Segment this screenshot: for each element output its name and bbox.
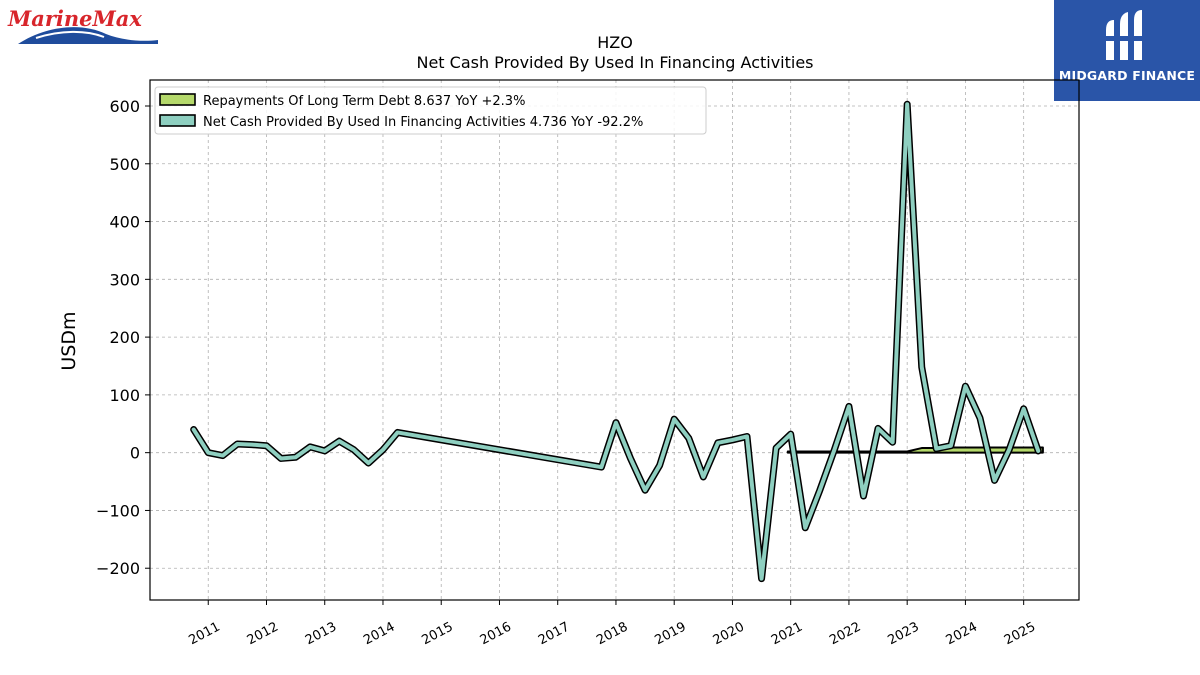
- x-tick-label: 2012: [245, 620, 281, 649]
- legend-entry-net-cash: Net Cash Provided By Used In Financing A…: [203, 115, 643, 130]
- midgard-emblem-icon: [1104, 10, 1146, 60]
- y-axis-label: USDm: [58, 311, 80, 370]
- legend-entry-repayments: Repayments Of Long Term Debt 8.637 YoY +…: [203, 94, 525, 109]
- marinemax-wordmark: MarineMax: [7, 6, 142, 31]
- series-net-cash-line: [191, 102, 1041, 581]
- legend-box: [154, 86, 707, 135]
- x-tick-label: 2014: [361, 620, 397, 649]
- chart-subtitle: Net Cash Provided By Used In Financing A…: [416, 53, 813, 72]
- x-tick-label: 2017: [536, 620, 572, 649]
- x-tick-label: 2013: [303, 620, 339, 649]
- legend: Repayments Of Long Term Debt 8.637 YoY +…: [154, 86, 707, 135]
- y-axis-ticks: −200 −100 0 100 200 300 400 500 600: [96, 97, 150, 578]
- series-layer: [190, 100, 1044, 583]
- plot-frame: [149, 79, 1080, 601]
- marinemax-logo: MarineMax: [6, 4, 166, 48]
- x-tick-label: 2023: [885, 620, 921, 649]
- x-tick-label: 2022: [827, 620, 863, 649]
- x-tick-label: 2020: [711, 620, 747, 649]
- y-tick-label: 200: [109, 328, 140, 347]
- legend-swatch-repayments: [159, 93, 196, 106]
- x-tick-label: 2015: [419, 620, 455, 649]
- y-tick-label: 600: [109, 97, 140, 116]
- grid: [150, 80, 1079, 600]
- series-repayments-band: [786, 446, 1044, 454]
- marinemax-wave-icon: MarineMax: [7, 6, 158, 44]
- x-tick-label: 2021: [769, 620, 805, 649]
- x-tick-label: 2018: [594, 620, 630, 649]
- y-tick-label: 500: [109, 155, 140, 174]
- legend-swatch-net-cash: [159, 114, 196, 127]
- x-tick-label: 2019: [652, 620, 688, 649]
- x-axis-ticks: 2011 2012 2013 2014 2015 2016 2017 2018 2019 2020…: [186, 600, 1038, 648]
- y-tick-label: 100: [109, 386, 140, 405]
- y-tick-label: 300: [109, 270, 140, 289]
- midgard-finance-logo: MIDGARD FINANCE: [1054, 0, 1200, 101]
- y-tick-label: −100: [96, 501, 140, 520]
- chart-title: HZO: [597, 33, 633, 52]
- x-tick-label: 2024: [944, 620, 980, 649]
- y-tick-label: 0: [130, 444, 140, 463]
- midgard-finance-wordmark: MIDGARD FINANCE: [1058, 68, 1196, 83]
- x-tick-label: 2011: [186, 620, 222, 649]
- x-tick-label: 2016: [478, 620, 514, 649]
- y-tick-label: 400: [109, 213, 140, 232]
- x-tick-label: 2025: [1002, 620, 1038, 649]
- y-tick-label: −200: [96, 559, 140, 578]
